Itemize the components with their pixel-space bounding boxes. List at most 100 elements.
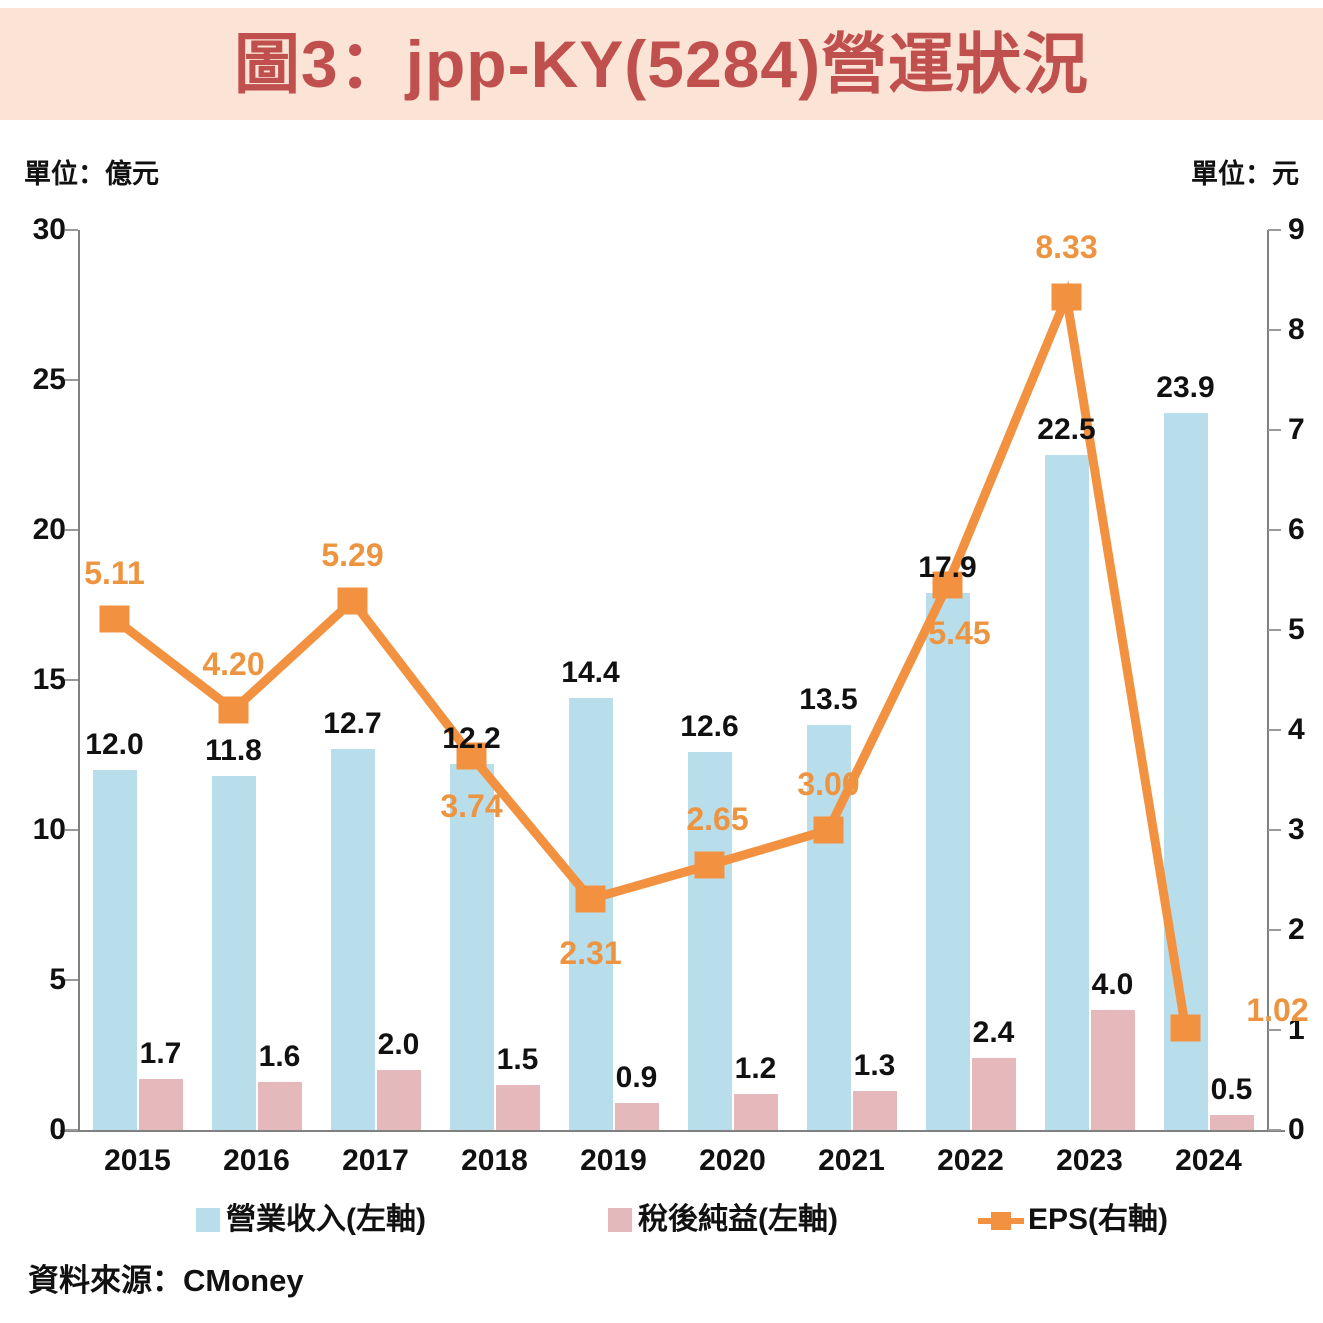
right-axis-tick (1268, 1029, 1281, 1031)
left-axis-line (78, 230, 80, 1132)
right-axis-tick (1268, 829, 1281, 831)
bar-net-profit (1090, 1010, 1135, 1130)
eps-value-label: 2.31 (559, 935, 622, 971)
eps-value-label: 4.20 (202, 646, 265, 682)
eps-value-label: 8.33 (1035, 229, 1098, 265)
eps-value-label: 5.45 (928, 615, 991, 651)
right-axis-unit-label: 單位：元 (1191, 159, 1299, 189)
bar-value-net-profit: 1.2 (734, 1052, 777, 1085)
bar-value-net-profit: 1.7 (139, 1037, 182, 1070)
bar-net-profit (1209, 1115, 1254, 1130)
bar-value-revenue: 12.2 (442, 722, 501, 755)
right-axis-tick-label: 8 (1288, 313, 1305, 346)
left-axis-tick (65, 379, 78, 381)
eps-value-label: 5.29 (321, 537, 384, 573)
left-axis-tick-label: 0 (49, 1113, 66, 1146)
right-axis-tick (1268, 629, 1281, 631)
bar-value-revenue: 12.6 (680, 710, 739, 743)
right-axis-tick-label: 5 (1288, 613, 1305, 646)
left-axis-tick (65, 1129, 78, 1131)
bar-value-net-profit: 2.4 (972, 1016, 1015, 1049)
bar-value-revenue: 11.8 (205, 734, 262, 767)
x-axis-label: 2021 (818, 1144, 885, 1177)
right-axis-tick-label: 9 (1288, 213, 1305, 246)
legend-label: 營業收入(左軸) (226, 1203, 426, 1236)
bar-value-revenue: 14.4 (561, 656, 620, 689)
left-axis-tick (65, 529, 78, 531)
bar-value-net-profit: 1.3 (853, 1049, 896, 1082)
eps-value-label: 2.65 (686, 801, 749, 837)
legend-item-2[interactable]: 稅後純益(左軸) (608, 1199, 838, 1241)
square-swatch-icon (196, 1208, 220, 1232)
bar-net-profit (971, 1058, 1016, 1130)
bar-value-revenue: 12.0 (85, 728, 144, 761)
right-axis-tick-label: 6 (1288, 513, 1305, 546)
right-axis-tick-label: 7 (1288, 413, 1305, 446)
right-axis-tick (1268, 1129, 1281, 1131)
left-axis-tick (65, 829, 78, 831)
eps-value-label: 3.00 (797, 766, 860, 802)
x-axis-label: 2018 (461, 1144, 528, 1177)
eps-data-marker (337, 587, 368, 615)
x-axis-label: 2015 (104, 1144, 171, 1177)
bar-revenue (92, 770, 137, 1130)
bar-value-net-profit: 0.5 (1210, 1073, 1253, 1106)
left-axis-tick (65, 679, 78, 681)
bar-revenue (925, 593, 970, 1130)
right-axis-tick (1268, 729, 1281, 731)
left-axis-unit-label: 單位：億元 (24, 159, 159, 189)
legend-item-3[interactable]: EPS(右軸) (978, 1199, 1168, 1241)
title-band: 圖3：jpp-KY(5284)營運狀況 (0, 8, 1323, 120)
square-swatch-icon (608, 1208, 632, 1232)
bar-value-revenue: 22.5 (1037, 413, 1096, 446)
bar-net-profit (852, 1091, 897, 1130)
bar-net-profit (376, 1070, 421, 1130)
left-axis-tick-label: 20 (32, 513, 66, 546)
bar-revenue (1163, 413, 1208, 1130)
x-axis-line (60, 1130, 1285, 1132)
x-axis-label: 2017 (342, 1144, 409, 1177)
bar-net-profit (257, 1082, 302, 1130)
bar-value-net-profit: 1.5 (496, 1043, 539, 1076)
left-axis-tick-label: 25 (32, 363, 66, 396)
legend-square-marker-icon (991, 1212, 1011, 1230)
left-axis-tick-label: 10 (32, 813, 66, 846)
bar-value-net-profit: 4.0 (1091, 968, 1134, 1001)
source-note: 資料來源：CMoney (28, 1263, 304, 1298)
bar-value-revenue: 17.9 (918, 551, 977, 584)
eps-data-marker (99, 605, 130, 633)
right-axis-tick-label: 2 (1288, 913, 1305, 946)
bar-net-profit (495, 1085, 540, 1130)
legend-label: EPS(右軸) (1028, 1203, 1169, 1236)
x-axis-label: 2020 (699, 1144, 766, 1177)
bar-revenue (1044, 455, 1089, 1130)
legend-label: 稅後純益(左軸) (638, 1203, 838, 1236)
left-axis-tick-label: 15 (32, 663, 66, 696)
eps-data-marker (218, 696, 249, 724)
right-axis-tick (1268, 429, 1281, 431)
page-title: 圖3：jpp-KY(5284)營運狀況 (233, 27, 1090, 101)
right-axis-tick (1268, 929, 1281, 931)
right-axis-tick-label: 3 (1288, 813, 1305, 846)
bar-value-net-profit: 1.6 (258, 1040, 301, 1073)
x-axis-label: 2022 (937, 1144, 1004, 1177)
eps-value-label: 5.11 (84, 555, 145, 591)
right-axis-tick-label: 0 (1288, 1113, 1305, 1146)
x-axis-label: 2016 (223, 1144, 290, 1177)
bar-revenue (211, 776, 256, 1130)
bar-value-revenue: 13.5 (799, 683, 858, 716)
bar-net-profit (138, 1079, 183, 1130)
x-axis-label: 2024 (1175, 1144, 1242, 1177)
left-axis-tick (65, 979, 78, 981)
legend-item-1[interactable]: 營業收入(左軸) (196, 1199, 426, 1241)
right-axis-tick (1268, 229, 1281, 231)
x-axis-label: 2023 (1056, 1144, 1123, 1177)
left-axis-tick (65, 229, 78, 231)
right-axis-tick (1268, 529, 1281, 531)
eps-value-label: 3.74 (440, 788, 503, 824)
bar-revenue (330, 749, 375, 1130)
right-axis-tick (1268, 329, 1281, 331)
bar-net-profit (733, 1094, 778, 1130)
x-axis-label: 2019 (580, 1144, 647, 1177)
